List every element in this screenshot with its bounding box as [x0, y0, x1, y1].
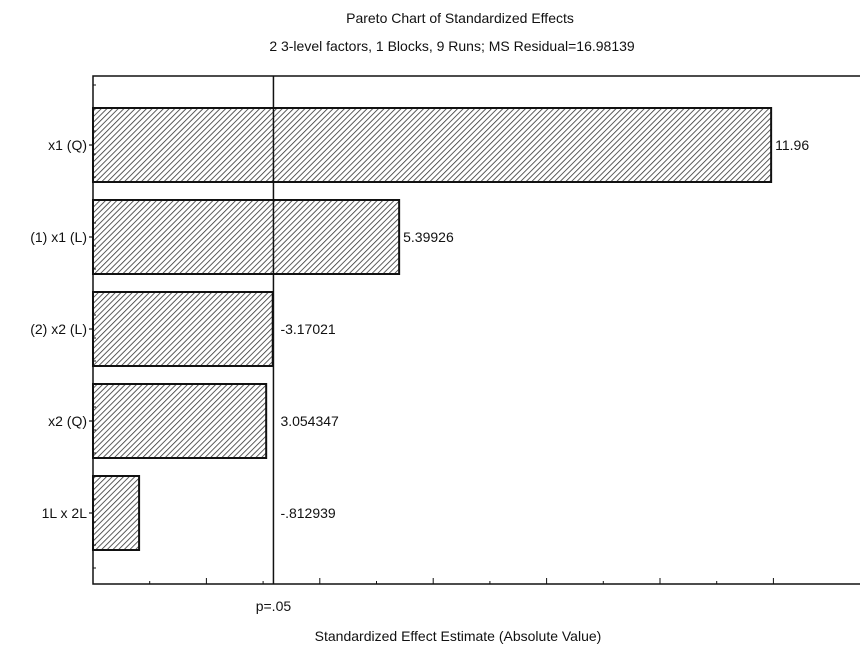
category-label-4: 1L x 2L [42, 505, 88, 521]
bar-3 [92, 383, 268, 459]
significance-reference-label: p=.05 [256, 598, 292, 614]
bar-0 [92, 107, 773, 183]
bar-4 [92, 475, 141, 551]
x-axis-label: Standardized Effect Estimate (Absolute V… [315, 628, 602, 644]
bars-layer: x1 (Q) 11.96 (1) x1 (L) 5.39926 (2) x2 (L) -3… [30, 107, 809, 551]
value-label-3: 3.054347 [280, 413, 339, 429]
value-label-0: 11.96 [775, 137, 809, 153]
category-label-2: (2) x2 (L) [30, 321, 87, 337]
x-axis-ticks [89, 84, 774, 584]
category-label-1: (1) x1 (L) [30, 229, 87, 245]
bar-2 [92, 291, 274, 367]
value-label-1: 5.39926 [403, 229, 454, 245]
value-label-4: -.812939 [280, 505, 335, 521]
category-label-3: x2 (Q) [48, 413, 87, 429]
chart-title: Pareto Chart of Standardized Effects [346, 10, 574, 26]
category-label-0: x1 (Q) [48, 137, 87, 153]
value-label-2: -3.17021 [280, 321, 335, 337]
bar-1 [92, 199, 401, 275]
chart-subtitle: 2 3-level factors, 1 Blocks, 9 Runs; MS … [269, 38, 635, 54]
